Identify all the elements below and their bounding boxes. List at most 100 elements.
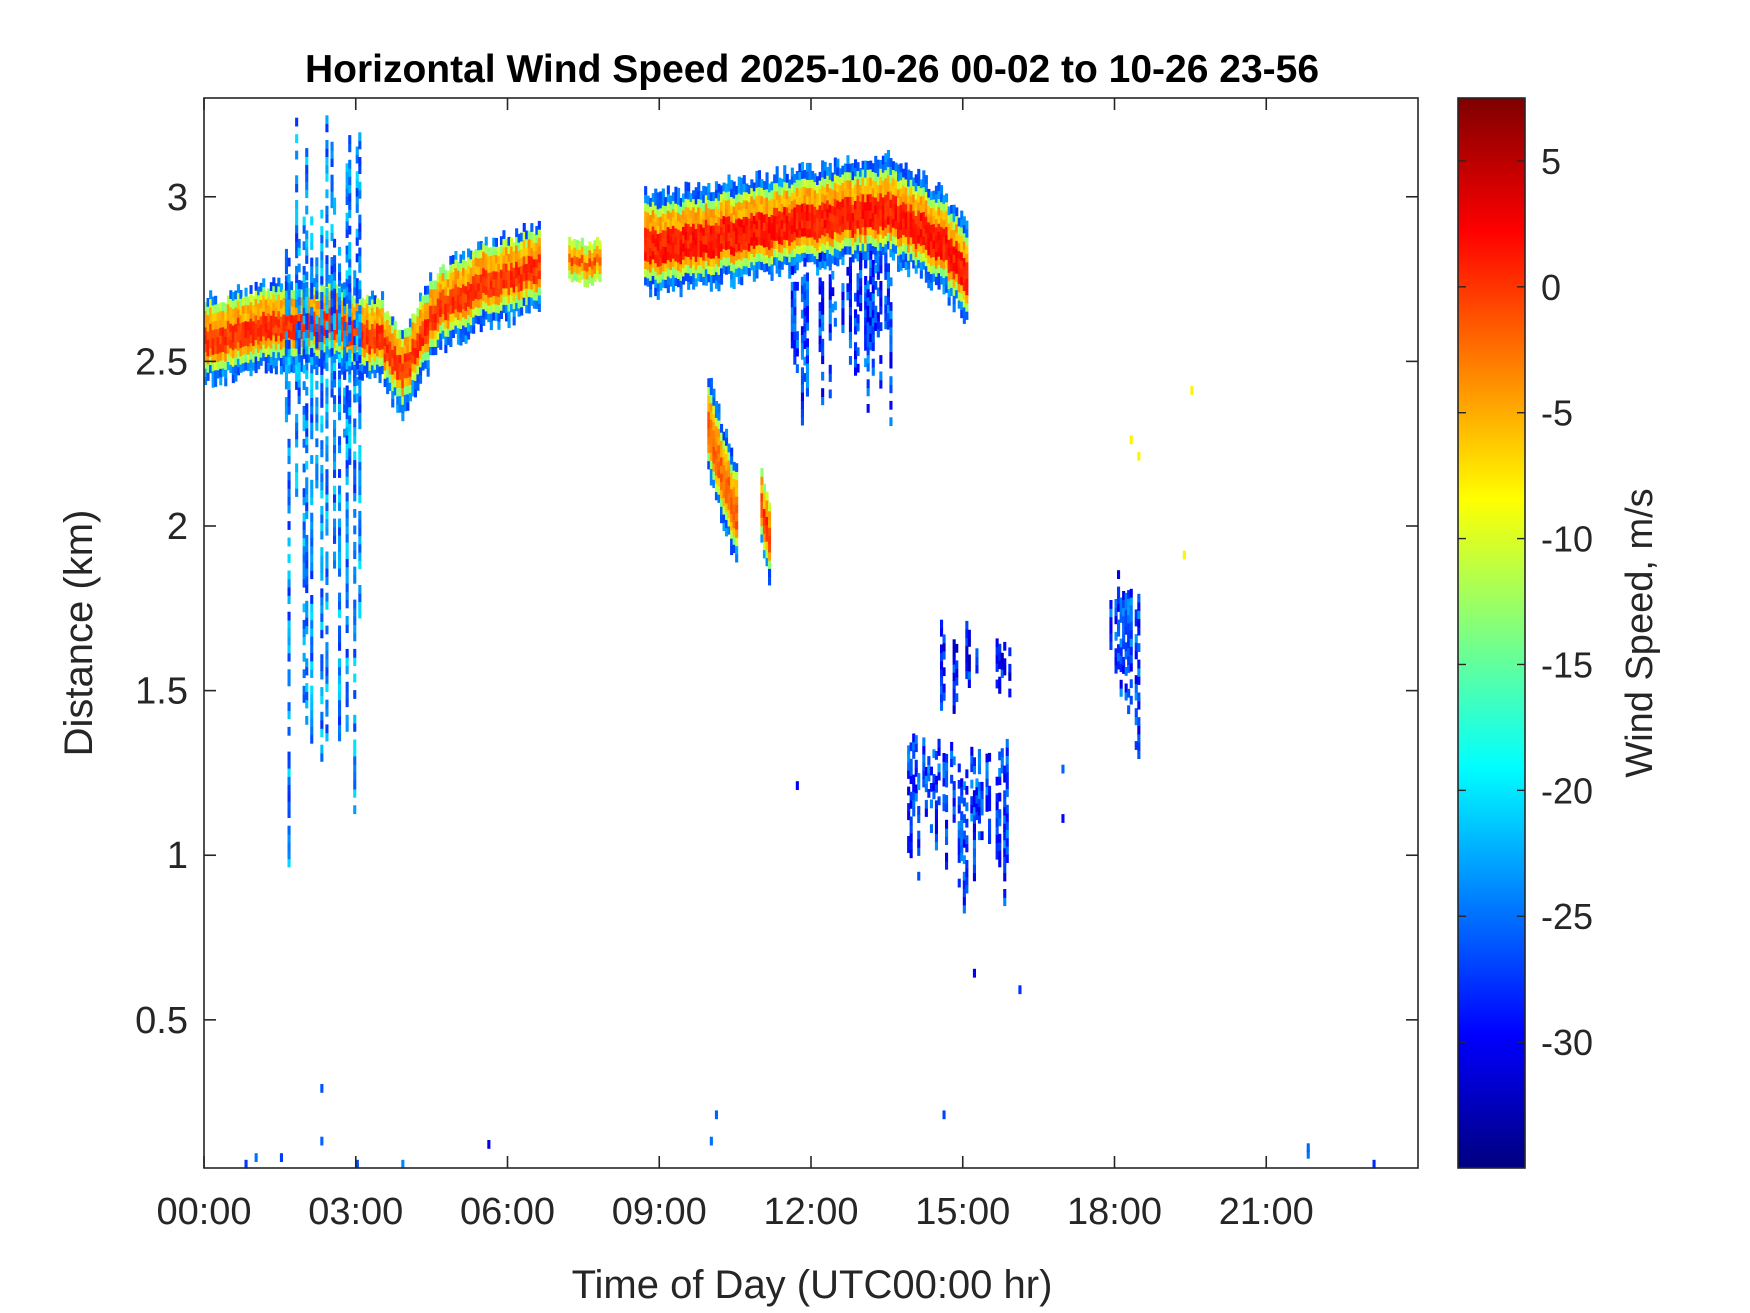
heat-cell [699, 273, 703, 282]
heat-cell [838, 250, 842, 260]
heat-cell [854, 167, 858, 177]
heat-cell [307, 288, 311, 297]
heat-cell [755, 261, 759, 271]
heat-cell [333, 428, 337, 437]
heat-cell [651, 250, 655, 260]
heat-cell [378, 341, 382, 351]
heat-cell [859, 277, 863, 287]
heat-cell [864, 284, 868, 294]
heat-cell [980, 781, 984, 791]
heat-cell [305, 716, 309, 725]
heat-cell [714, 1110, 718, 1120]
heat-cell [512, 291, 516, 301]
heat-cell [897, 254, 901, 264]
heat-cell [320, 506, 324, 515]
heat-cell [856, 244, 860, 254]
heat-cell [848, 171, 852, 181]
heat-cell [841, 299, 845, 309]
heat-cell [818, 277, 822, 287]
heat-cell [876, 271, 880, 280]
heat-cell [846, 229, 850, 239]
heat-cell [805, 220, 809, 230]
heat-cell [702, 185, 706, 195]
heat-cell [654, 246, 658, 255]
heat-cell [535, 250, 539, 260]
heat-cell [709, 402, 713, 412]
heat-cell [484, 245, 488, 254]
heat-cell [773, 190, 777, 200]
heat-cell [725, 461, 729, 471]
heat-cell [995, 663, 999, 672]
heat-cell [502, 296, 506, 305]
heat-cell [697, 264, 701, 274]
heat-cell [472, 292, 476, 301]
heat-cell [355, 154, 359, 164]
heat-cell [871, 229, 875, 238]
heat-cell [765, 197, 769, 206]
heat-cell [284, 316, 288, 326]
heat-cell [1005, 755, 1009, 765]
heat-cell [424, 327, 428, 336]
heat-cell [264, 315, 268, 325]
heat-cell [320, 209, 324, 219]
heat-cell [805, 280, 809, 290]
heat-cell [689, 267, 693, 277]
heat-cell [502, 287, 506, 297]
heat-cell [952, 213, 956, 222]
heat-cell [494, 295, 498, 305]
heat-cell [768, 249, 772, 259]
heat-cell [302, 554, 306, 563]
heat-cell [912, 210, 916, 220]
heat-cell [838, 176, 842, 186]
heat-cell [355, 286, 359, 296]
heat-cell [790, 241, 794, 251]
heat-cell [284, 355, 288, 365]
heat-cell [358, 486, 362, 495]
heat-cell [530, 288, 534, 298]
heat-cell [345, 321, 349, 331]
heat-cell [886, 288, 890, 297]
heat-cell [805, 289, 809, 298]
heat-cell [252, 361, 256, 371]
heat-cell [995, 646, 999, 656]
heat-cell [712, 200, 716, 210]
heat-cell [348, 373, 352, 383]
heat-cell [934, 185, 938, 195]
heat-cell [249, 293, 253, 303]
heat-cell [365, 352, 369, 362]
heat-cell [760, 517, 764, 527]
heat-cell [368, 362, 372, 371]
heat-cell [350, 303, 354, 313]
heat-cell [760, 236, 764, 246]
heat-cell [325, 551, 329, 561]
heat-cell [333, 419, 337, 429]
heat-cell [854, 200, 858, 210]
heat-cell [826, 257, 830, 267]
heat-cell [778, 185, 782, 195]
heat-cell [745, 183, 749, 193]
heat-cell [836, 216, 840, 226]
heat-cell [520, 306, 524, 316]
heat-cell [320, 382, 324, 392]
y-tick-label: 2.5 [135, 341, 188, 383]
heat-cell [487, 264, 491, 273]
heat-cell [687, 248, 691, 257]
heat-cell [426, 359, 430, 369]
heat-cell [955, 660, 959, 670]
heat-cell [353, 418, 357, 428]
heat-cell [532, 299, 536, 309]
heat-cell [277, 351, 281, 361]
heat-cell [889, 158, 893, 167]
heat-cell [249, 350, 253, 360]
heat-cell [785, 223, 789, 233]
heat-cell [947, 239, 951, 249]
heat-cell [869, 259, 873, 268]
heat-cell [788, 220, 792, 230]
heat-cell [962, 249, 966, 258]
heat-cell [320, 242, 324, 252]
heat-cell [656, 225, 660, 234]
heat-cell [284, 413, 288, 423]
heat-cell [345, 245, 349, 255]
heat-cell [505, 271, 509, 281]
heat-cell [206, 314, 210, 324]
